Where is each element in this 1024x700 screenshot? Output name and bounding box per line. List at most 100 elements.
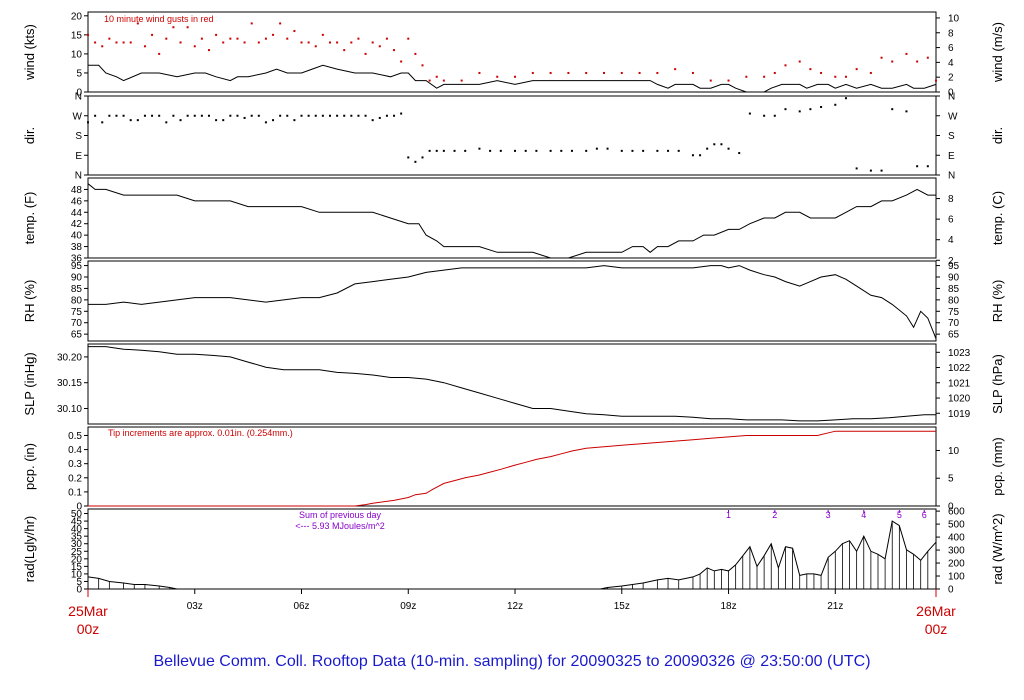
rad-right-tick-label: 500 bbox=[948, 520, 965, 531]
x-hour-label: 15z bbox=[614, 601, 630, 612]
pcp-ylabel-right: pcp. (mm) bbox=[990, 437, 1005, 496]
wind-series-dot bbox=[371, 41, 374, 44]
pcp-panel: 0 0.1 0.2 0.3 0.4 0.5 0 5 10 pcp. (in) pcp. (mm) Ti… bbox=[22, 426, 1005, 513]
rad-panel: 051015202530354045500100200300400500600r… bbox=[22, 507, 1005, 596]
rh-right-tick-label: 75 bbox=[948, 307, 960, 318]
dir-series-dot bbox=[407, 156, 410, 159]
wind-series-dot bbox=[407, 37, 410, 40]
x-start-hour-label: 00z bbox=[77, 621, 100, 637]
dir-series-dot bbox=[720, 143, 723, 146]
wind-series-dot bbox=[257, 41, 260, 44]
wind-series-dot bbox=[293, 30, 296, 33]
wind-series-dot bbox=[798, 60, 801, 63]
temp-ylabel-right: temp. (C) bbox=[990, 191, 1005, 245]
x-hour-label: 06z bbox=[293, 601, 309, 612]
wind-series-dot bbox=[215, 33, 218, 36]
slp-ylabel-right: SLP (hPa) bbox=[990, 354, 1005, 414]
rh-right-tick-label: 80 bbox=[948, 295, 960, 306]
wind-left-tick-label: 10 bbox=[71, 49, 83, 60]
pcp-frame bbox=[87, 426, 937, 507]
dir-series-dot bbox=[585, 149, 588, 152]
dir-right-tick-label: S bbox=[948, 131, 955, 142]
wind-series-dot bbox=[321, 33, 324, 36]
wind-right-tick-label: 8 bbox=[948, 28, 954, 39]
wind-series-dot bbox=[926, 56, 929, 59]
slp-right-tick-label: 1023 bbox=[948, 348, 971, 359]
wind-series-dot bbox=[531, 71, 534, 74]
dir-series-dot bbox=[667, 149, 670, 152]
dir-series-dot bbox=[748, 112, 751, 115]
wind-series-dot bbox=[250, 22, 253, 25]
temp-ylabel-left: temp. (F) bbox=[22, 192, 37, 245]
rad-left-tick-label: 0 bbox=[76, 585, 82, 596]
dir-ylabel-left: dir. bbox=[22, 127, 37, 144]
wind-series-dot bbox=[809, 68, 812, 71]
wind-series-dot bbox=[94, 41, 97, 44]
dir-series-dot bbox=[713, 143, 716, 146]
dir-series-dot bbox=[784, 108, 787, 111]
wind-series-dot bbox=[880, 56, 883, 59]
pcp-left-tick-label: 0.5 bbox=[68, 431, 82, 442]
dir-right-tick-label: N bbox=[948, 92, 955, 103]
dir-series-dot bbox=[87, 121, 89, 124]
dir-series-dot bbox=[300, 114, 303, 117]
rad-left-tick-label: 20 bbox=[71, 554, 83, 565]
dir-right-tick-label: N bbox=[948, 171, 955, 182]
dir-frame bbox=[87, 95, 937, 176]
x-hour-label: 21z bbox=[827, 601, 843, 612]
dir-series-dot bbox=[499, 149, 502, 152]
dir-series-dot bbox=[193, 114, 196, 117]
dir-series-dot bbox=[143, 114, 146, 117]
dir-series-dot bbox=[524, 149, 527, 152]
dir-series-dot bbox=[421, 156, 424, 159]
wind-ylabel-left: wind (kts) bbox=[22, 24, 37, 81]
rad-marker-label: 1 bbox=[726, 510, 731, 520]
pcp-ylabel-left: pcp. (in) bbox=[22, 443, 37, 490]
wind-series-dot bbox=[855, 68, 858, 71]
wind-series-dot bbox=[179, 41, 182, 44]
wind-series-dot bbox=[421, 64, 424, 67]
wind-series-dot bbox=[496, 75, 499, 78]
x-end-date-label: 26Mar bbox=[916, 603, 956, 619]
slp-left-tick-label: 30.15 bbox=[57, 378, 82, 389]
x-start-date-label: 25Mar bbox=[68, 603, 108, 619]
temp-left-tick-label: 44 bbox=[71, 208, 83, 219]
x-end-hour-label: 00z bbox=[925, 621, 948, 637]
wind-series-dot bbox=[935, 79, 937, 82]
wind-panel: 0 5 10 15 20 0 2 4 6 8 10 wind (kts) wind (m/s) 10 mi… bbox=[22, 11, 1005, 98]
dir-series-dot bbox=[250, 114, 253, 117]
wind-series-dot bbox=[414, 52, 417, 55]
slp-frame bbox=[87, 343, 937, 425]
rh-left-tick-label: 90 bbox=[71, 273, 83, 284]
pcp-left-tick-label: 0 bbox=[76, 502, 82, 513]
slp-left-tick-label: 30.20 bbox=[57, 352, 82, 363]
wind-right-tick-label: 0 bbox=[948, 88, 954, 99]
rh-left-tick-label: 65 bbox=[71, 330, 83, 341]
rh-right-tick-label: 65 bbox=[948, 330, 960, 341]
wind-left-tick-label: 20 bbox=[71, 11, 83, 22]
dir-series-dot bbox=[400, 112, 403, 115]
wind-series-dot bbox=[129, 41, 132, 44]
dir-series-dot bbox=[200, 114, 203, 117]
dir-series-dot bbox=[307, 114, 310, 117]
rad-left-tick-label: 30 bbox=[71, 539, 83, 550]
rh-right-tick-label: 95 bbox=[948, 261, 960, 272]
rad-right-tick-label: 600 bbox=[948, 507, 965, 518]
dir-series-dot bbox=[314, 114, 317, 117]
dir-series-dot bbox=[595, 147, 598, 150]
wind-series-dot bbox=[279, 22, 282, 25]
rad-note-line: Sum of previous day bbox=[299, 510, 382, 520]
wind-series-dot bbox=[151, 33, 154, 36]
wind-series-dot bbox=[435, 75, 438, 78]
dir-series-dot bbox=[215, 119, 218, 122]
dir-series-dot bbox=[321, 114, 324, 117]
wind-series-dot bbox=[222, 41, 225, 44]
pcp-note: Tip increments are approx. 0.01in. (0.25… bbox=[108, 428, 293, 438]
wind-series-dot bbox=[773, 71, 776, 74]
temp-frame bbox=[87, 177, 937, 259]
wind-series-dot bbox=[343, 49, 346, 52]
dir-series-dot bbox=[243, 116, 246, 119]
dir-series-dot bbox=[656, 149, 659, 152]
dir-left-tick-label: E bbox=[75, 151, 82, 162]
